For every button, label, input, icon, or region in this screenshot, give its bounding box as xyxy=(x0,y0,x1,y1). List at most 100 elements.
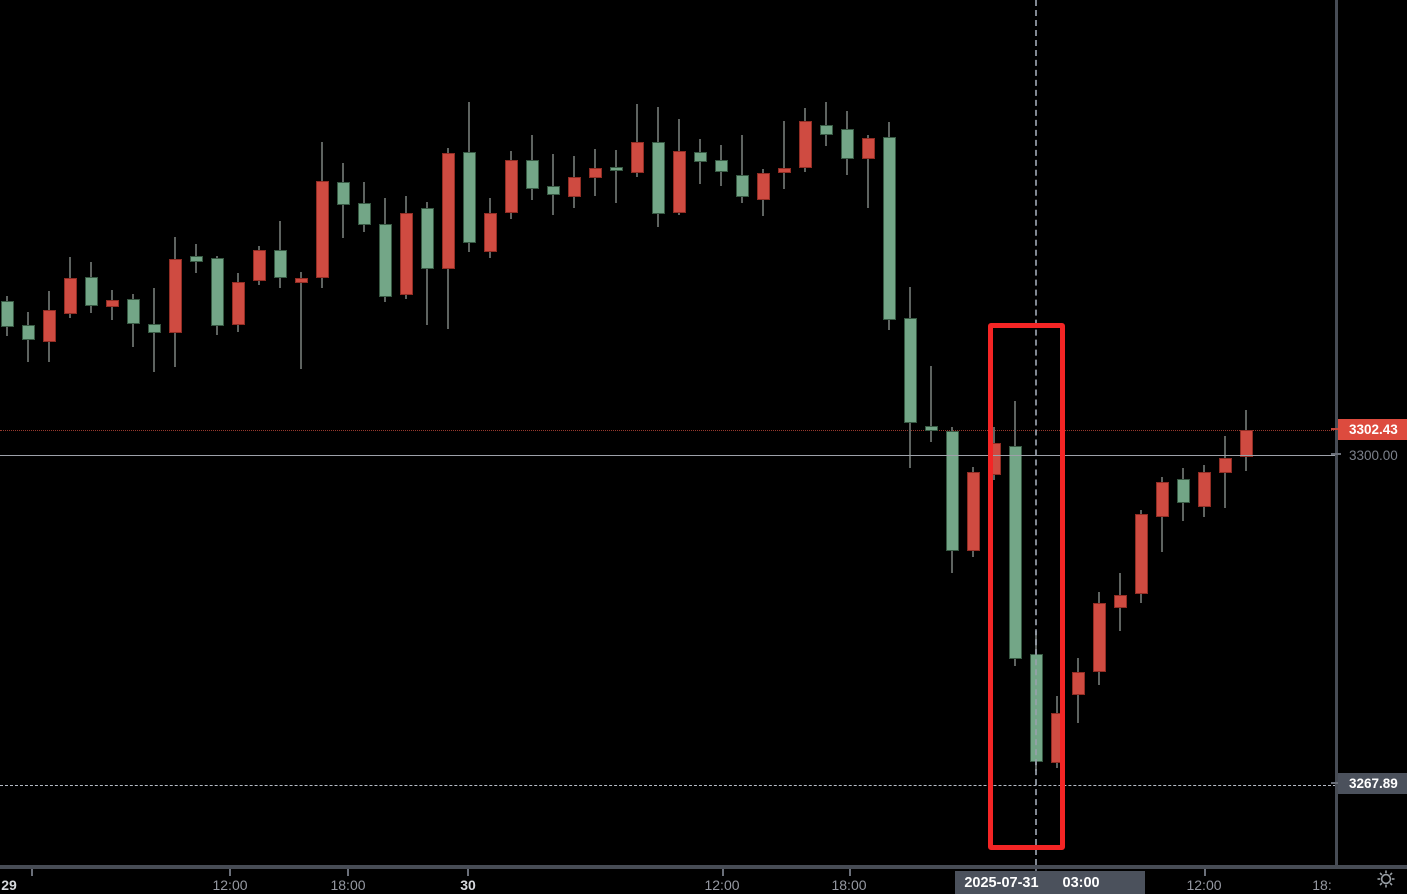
current-price-line xyxy=(0,429,1336,431)
candle-body xyxy=(273,249,287,278)
candle-body xyxy=(630,141,644,173)
time-label: 18:00 xyxy=(831,877,867,893)
candle-body xyxy=(336,182,350,205)
time-tick xyxy=(722,869,724,876)
time-tick xyxy=(467,869,469,876)
candle-body xyxy=(588,167,602,178)
candle-body xyxy=(126,299,140,324)
candle-body xyxy=(924,425,938,431)
candle-wick xyxy=(930,366,932,443)
candle-body xyxy=(1239,429,1253,457)
price-tick-current xyxy=(1331,428,1341,430)
candle-body xyxy=(1176,479,1190,503)
candle-body xyxy=(315,181,329,278)
candle-body xyxy=(21,324,35,341)
candle-body xyxy=(672,151,686,213)
candle-body xyxy=(252,249,266,281)
candle-body xyxy=(693,152,707,162)
candle-body xyxy=(105,300,119,308)
crosshair-vertical-line xyxy=(1035,0,1037,865)
crosshair-date: 2025-07-31 xyxy=(964,875,1039,891)
time-label: 12:00 xyxy=(704,877,740,893)
candle-body xyxy=(903,317,917,423)
horizontal-line-3300[interactable] xyxy=(0,454,1336,456)
candle-body xyxy=(1092,602,1106,673)
price-tick-low xyxy=(1331,782,1341,784)
candle-body xyxy=(777,167,791,173)
candle-body xyxy=(819,124,833,135)
time-tick xyxy=(849,869,851,876)
candle-body xyxy=(798,121,812,168)
candle-body xyxy=(378,224,392,298)
candle-body xyxy=(714,160,728,172)
candle-body xyxy=(840,128,854,160)
crosshair-time-badge: 2025-07-31 03:00 xyxy=(955,871,1145,894)
time-axis[interactable]: 29 12:00 18:00 30 12:00 18:00 12:00 18: 2025-07… xyxy=(0,865,1407,894)
time-tick xyxy=(31,869,33,876)
time-tick xyxy=(347,869,349,876)
candle-body xyxy=(861,137,875,160)
time-label: 29 xyxy=(1,877,17,893)
candle-wick xyxy=(741,134,743,203)
candle-body xyxy=(294,277,308,283)
time-label: 18:00 xyxy=(330,877,366,893)
candle-body xyxy=(567,176,581,198)
price-tick-3300 xyxy=(1331,453,1341,455)
crosshair-time: 03:00 xyxy=(1062,875,1100,891)
price-label-3300: 3300.00 xyxy=(1349,448,1398,463)
candle-wick xyxy=(825,101,827,147)
low-price-value: 3267.89 xyxy=(1349,776,1398,791)
candle-body xyxy=(357,202,371,226)
candle-body xyxy=(42,309,56,343)
candle-body xyxy=(756,172,770,200)
plot-area[interactable] xyxy=(0,0,1336,865)
time-label: 12:00 xyxy=(1186,877,1222,893)
candle-body xyxy=(84,276,98,307)
price-axis[interactable]: 3302.43 3300.00 3267.89 xyxy=(1331,0,1407,894)
candle-body xyxy=(546,186,560,196)
candle-body xyxy=(189,256,203,263)
candle-body xyxy=(1218,457,1232,473)
current-price-value: 3302.43 xyxy=(1349,422,1398,437)
dashed-line-3267[interactable] xyxy=(0,784,1336,786)
candle-body xyxy=(1113,595,1127,608)
annotation-rectangle[interactable] xyxy=(988,323,1065,850)
candle-body xyxy=(399,212,413,296)
candle-wick xyxy=(783,121,785,190)
current-price-badge: 3302.43 xyxy=(1338,419,1407,440)
candle-body xyxy=(210,258,224,326)
candle-wick xyxy=(867,134,869,208)
candle-body xyxy=(147,323,161,334)
time-axis-border xyxy=(0,865,1407,869)
candle-body xyxy=(0,301,14,327)
candle-wick xyxy=(636,103,638,177)
candle-body xyxy=(1134,514,1148,595)
time-label: 30 xyxy=(460,877,476,893)
candle-body xyxy=(168,259,182,334)
time-tick xyxy=(229,869,231,876)
candle-body xyxy=(945,430,959,552)
candle-body xyxy=(651,141,665,214)
candle-body xyxy=(483,212,497,252)
gear-icon[interactable] xyxy=(1376,869,1396,889)
time-label: 12:00 xyxy=(212,877,248,893)
candle-body xyxy=(462,152,476,243)
candle-body xyxy=(609,166,623,171)
low-price-badge: 3267.89 xyxy=(1338,773,1407,794)
candle-body xyxy=(441,153,455,270)
candle-wick xyxy=(300,271,302,370)
candle-body xyxy=(1008,446,1022,660)
candle-body xyxy=(63,277,77,314)
candle-body xyxy=(1197,471,1211,507)
candle-body xyxy=(882,136,896,320)
candle-body xyxy=(1071,672,1085,696)
candle-body xyxy=(231,281,245,325)
candle-wick xyxy=(615,150,617,203)
time-tick xyxy=(1204,869,1206,876)
candle-body xyxy=(735,174,749,198)
candle-body xyxy=(966,471,980,552)
candle-body xyxy=(504,160,518,213)
price-axis-border xyxy=(1335,0,1338,894)
candle-body xyxy=(525,160,539,190)
